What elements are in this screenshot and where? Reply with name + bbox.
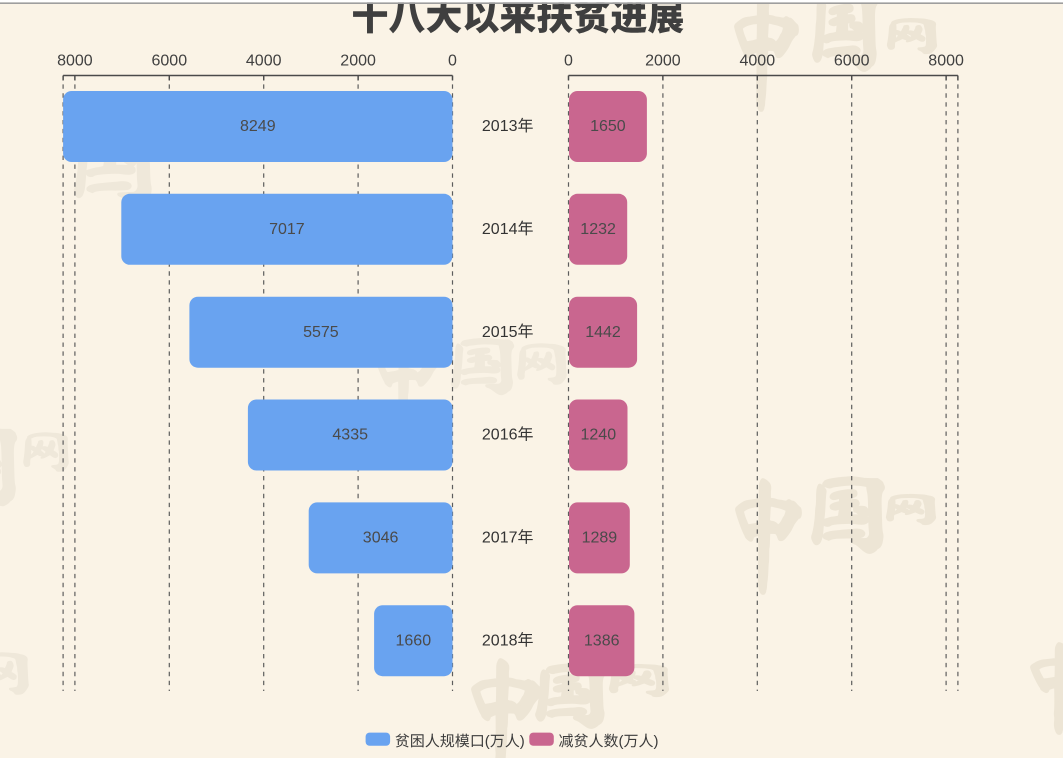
svg-text:7017: 7017 (269, 221, 305, 238)
svg-text:1660: 1660 (396, 633, 432, 650)
svg-text:2017: 2017 (482, 530, 518, 547)
svg-text:8000: 8000 (928, 53, 964, 70)
svg-text:2014: 2014 (482, 221, 518, 238)
svg-text:2000: 2000 (645, 53, 681, 70)
svg-text:0: 0 (564, 53, 573, 70)
svg-text:8249: 8249 (240, 118, 276, 135)
svg-text:1240: 1240 (581, 427, 617, 444)
svg-text:1232: 1232 (580, 221, 616, 238)
svg-text:0: 0 (448, 53, 457, 70)
svg-text:3046: 3046 (363, 530, 399, 547)
svg-text:(: ( (485, 733, 490, 750)
svg-text:6000: 6000 (152, 53, 188, 70)
svg-text:): ) (654, 733, 659, 750)
svg-text:2016: 2016 (482, 427, 518, 444)
svg-text:1442: 1442 (585, 324, 621, 341)
svg-text:6000: 6000 (834, 53, 870, 70)
svg-text:1386: 1386 (584, 633, 620, 650)
svg-text:1289: 1289 (582, 530, 618, 547)
svg-text:): ) (520, 733, 525, 750)
svg-text:1650: 1650 (590, 118, 626, 135)
svg-text:4000: 4000 (246, 53, 282, 70)
svg-text:4000: 4000 (740, 53, 776, 70)
svg-text:2013: 2013 (482, 118, 518, 135)
svg-text:(: ( (619, 733, 624, 750)
svg-text:2018: 2018 (482, 633, 518, 650)
svg-text:4335: 4335 (332, 427, 368, 444)
svg-text:2000: 2000 (340, 53, 376, 70)
svg-text:5575: 5575 (303, 324, 339, 341)
svg-text:2015: 2015 (482, 324, 518, 341)
svg-text:8000: 8000 (57, 53, 93, 70)
